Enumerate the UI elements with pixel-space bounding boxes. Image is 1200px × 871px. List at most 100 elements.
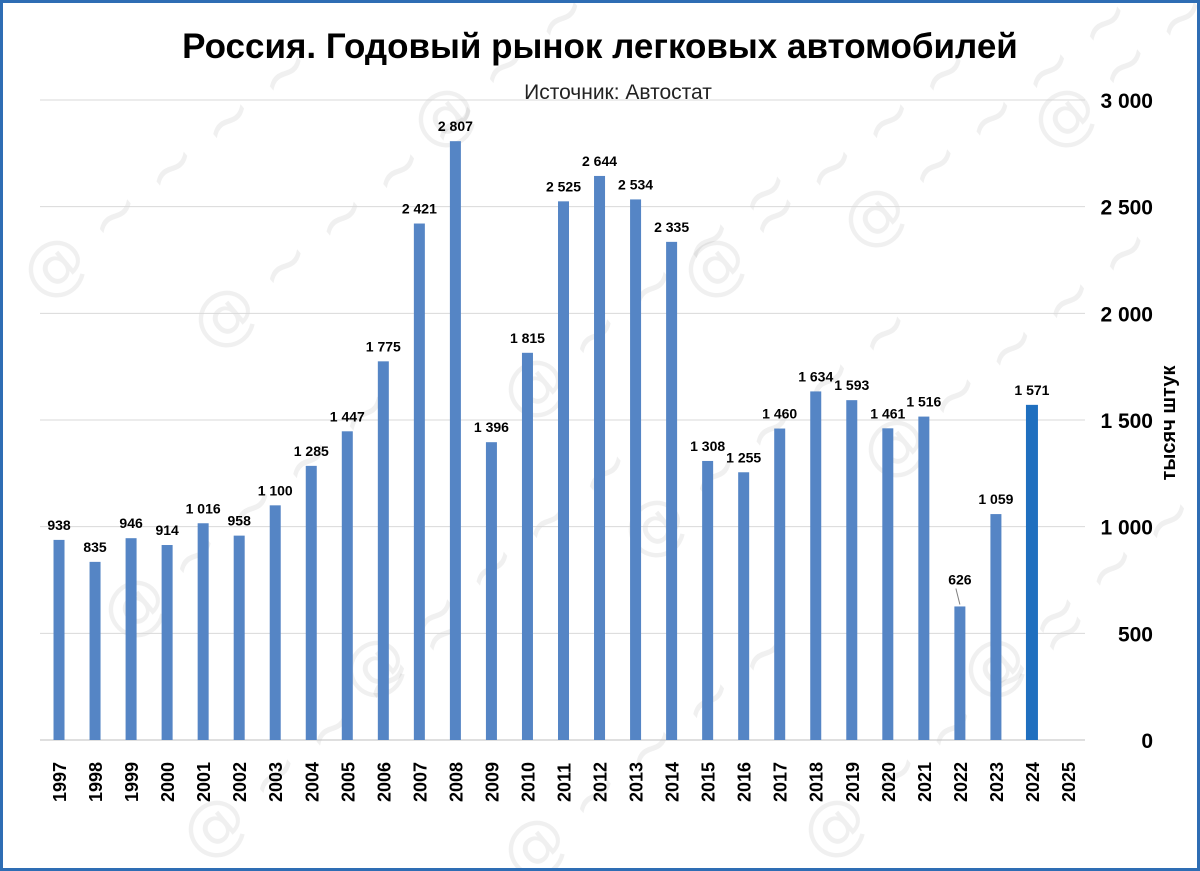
data-label-2013: 2 534 xyxy=(618,176,653,192)
bar-2005 xyxy=(341,431,353,740)
x-tick-label: 2020 xyxy=(879,762,899,802)
bar-2010 xyxy=(521,352,533,740)
x-tick-label: 1998 xyxy=(86,762,106,802)
bar-2018 xyxy=(810,391,822,740)
data-label-2016: 1 255 xyxy=(726,449,761,465)
x-tick-label: 2023 xyxy=(987,762,1007,802)
bar-2002 xyxy=(233,535,245,740)
data-label-2023: 1 059 xyxy=(978,491,1013,507)
bar-2004 xyxy=(305,465,317,740)
x-tick-label: 2012 xyxy=(591,762,611,802)
x-tick-label: 2003 xyxy=(266,762,286,802)
data-label-2018: 1 634 xyxy=(798,368,833,384)
bar-1997 xyxy=(53,539,65,740)
y-tick-label: 3 000 xyxy=(1100,90,1153,113)
y-tick-label: 0 xyxy=(1141,730,1153,753)
y-tick-label: 1 000 xyxy=(1100,517,1153,540)
bar-2023 xyxy=(990,514,1002,740)
bar-2008 xyxy=(449,141,461,740)
y-axis-ticks: 0 500 1 000 1 500 2 000 2 500 3 000 xyxy=(1100,90,1153,753)
data-label-2001: 1 016 xyxy=(186,500,221,516)
x-tick-label: 2011 xyxy=(555,763,575,802)
x-tick-label: 1997 xyxy=(50,762,70,802)
data-label-2022: 626 xyxy=(948,571,972,587)
data-label-2004: 1 285 xyxy=(294,443,329,459)
data-label-2011: 2 525 xyxy=(546,178,581,194)
data-label-1998: 835 xyxy=(83,539,107,555)
x-tick-label: 2018 xyxy=(807,762,827,802)
x-tick-label: 2025 xyxy=(1059,762,1079,802)
x-tick-label: 2008 xyxy=(446,762,466,802)
x-tick-label: 2017 xyxy=(771,762,791,802)
bar-1998 xyxy=(89,561,101,740)
bar-2017 xyxy=(774,428,786,740)
data-label-2009: 1 396 xyxy=(474,419,509,435)
x-tick-label: 2005 xyxy=(338,762,358,802)
data-labels: 938 835 946 914 1 016 958 1 100 1 285 1 447 1 775… xyxy=(47,118,1050,605)
bar-2000 xyxy=(161,545,173,740)
bar-2011 xyxy=(558,201,569,741)
x-tick-label: 1999 xyxy=(122,762,142,802)
y-tick-label: 1 500 xyxy=(1100,410,1153,433)
x-tick-label: 2010 xyxy=(518,762,538,802)
y-tick-label: 2 500 xyxy=(1100,197,1153,220)
x-tick-label: 2016 xyxy=(735,762,755,802)
bar-2020 xyxy=(882,428,894,740)
data-label-2015: 1 308 xyxy=(690,438,725,454)
x-axis-ticks: 1997 1998 1999 2000 2001 2002 2003 2004 2005 2006… xyxy=(50,762,1079,802)
data-label-2012: 2 644 xyxy=(582,153,617,169)
x-tick-label: 2001 xyxy=(194,762,214,802)
data-label-2002: 958 xyxy=(228,513,252,529)
bar-2019 xyxy=(846,400,858,740)
bar-2014 xyxy=(666,241,678,740)
data-label-1997: 938 xyxy=(47,517,71,533)
data-label-2019: 1 593 xyxy=(834,377,869,393)
data-label-2000: 914 xyxy=(155,522,179,538)
x-tick-label: 2006 xyxy=(374,762,394,802)
x-tick-label: 2015 xyxy=(699,762,719,802)
x-tick-label: 2009 xyxy=(482,762,502,802)
x-tick-label: 2007 xyxy=(410,762,430,802)
data-label-2006: 1 775 xyxy=(366,338,401,354)
data-label-2017: 1 460 xyxy=(762,406,797,422)
y-tick-label: 2 000 xyxy=(1100,303,1153,326)
data-label-2021: 1 516 xyxy=(906,394,941,410)
x-tick-label: 2014 xyxy=(663,762,683,802)
bar-2016 xyxy=(738,472,750,740)
bar-2009 xyxy=(485,442,497,740)
bar-2015 xyxy=(702,460,714,740)
chart-title: Россия. Годовый рынок легковых автомобил… xyxy=(182,27,1018,66)
bar-2006 xyxy=(377,361,389,740)
data-label-2003: 1 100 xyxy=(258,482,293,498)
bar-2022 xyxy=(954,606,966,740)
x-tick-label: 2019 xyxy=(843,762,863,802)
bars xyxy=(53,141,1038,741)
x-tick-label: 2022 xyxy=(951,762,971,802)
x-tick-label: 2002 xyxy=(230,762,250,802)
data-label-1999: 946 xyxy=(119,515,143,531)
data-label-2024: 1 571 xyxy=(1014,382,1049,398)
y-axis-label: тысяч штук xyxy=(1158,365,1180,481)
bar-chart: @ ~ ~ ~ ~@ ~ ~ ~ ~@ ~ ~ ~ ~@ ~ ~ ~ ~@ ~ … xyxy=(6,3,1197,868)
bar-2013 xyxy=(630,199,642,740)
bar-2003 xyxy=(269,505,281,740)
data-label-2010: 1 815 xyxy=(510,330,545,346)
chart-subtitle: Источник: Автостат xyxy=(524,81,712,104)
x-tick-label: 2024 xyxy=(1023,762,1043,802)
x-tick-label: 2013 xyxy=(627,762,647,802)
bar-2024 xyxy=(1025,404,1038,740)
watermark-glyph: @ ~ ~ ~ ~ xyxy=(166,587,489,868)
bar-2012 xyxy=(594,175,606,741)
data-label-leader xyxy=(955,588,961,605)
bar-2021 xyxy=(918,416,930,740)
data-label-2007: 2 421 xyxy=(402,201,437,217)
data-label-2014: 2 335 xyxy=(654,219,689,235)
x-tick-label: 2000 xyxy=(158,762,178,802)
bar-2001 xyxy=(197,523,209,740)
data-label-2020: 1 461 xyxy=(870,405,905,421)
y-tick-label: 500 xyxy=(1118,623,1153,646)
watermark-glyph: @ ~ ~ ~ ~ xyxy=(486,607,809,868)
bar-2007 xyxy=(413,223,425,740)
x-tick-label: 2004 xyxy=(302,762,322,802)
